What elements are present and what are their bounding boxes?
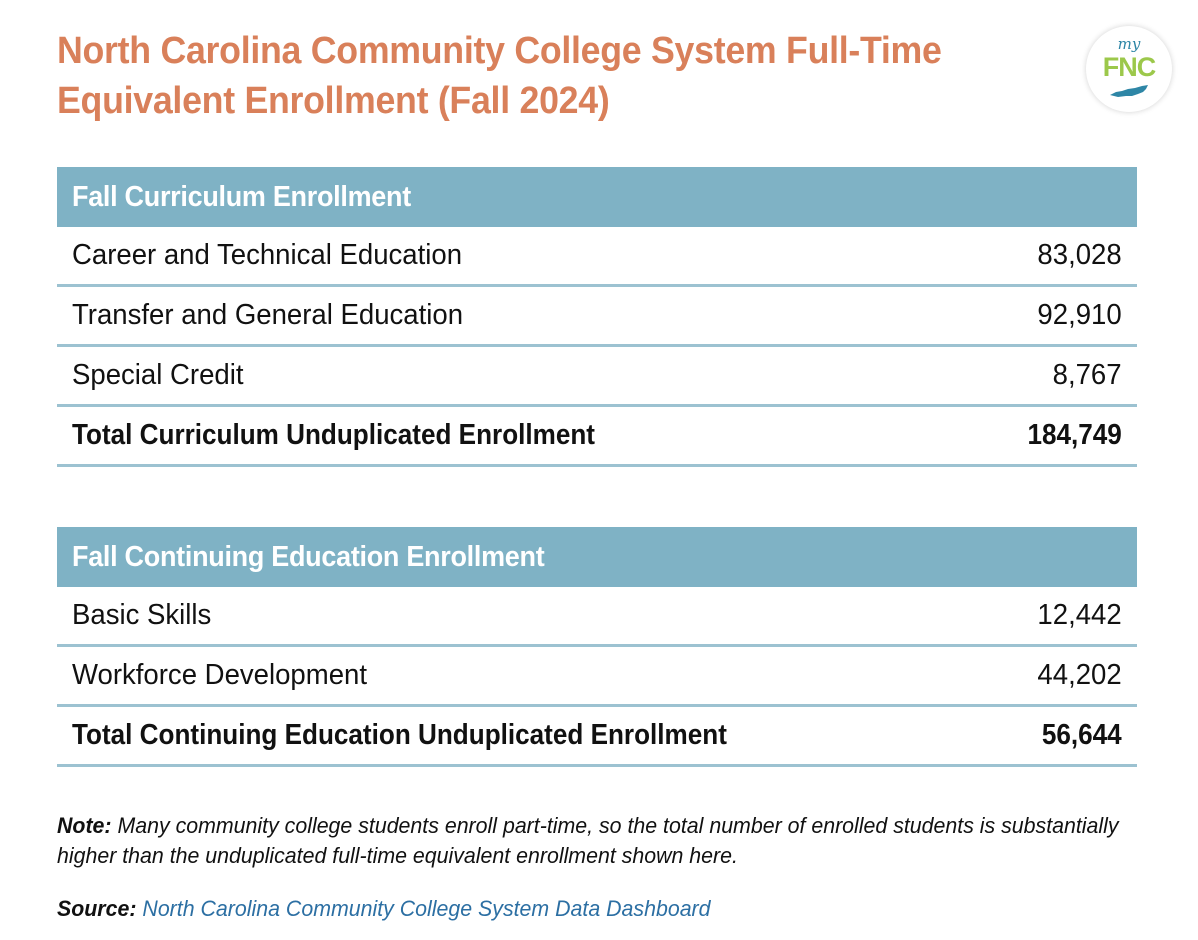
total-value: 56,644 — [1042, 719, 1122, 751]
total-label: Total Curriculum Unduplicated Enrollment — [72, 419, 595, 451]
row-label: Basic Skills — [72, 599, 212, 631]
row-label: Career and Technical Education — [72, 239, 463, 271]
footnote: Note: Many community college students en… — [57, 811, 1124, 871]
logo-fnc-text: FNC — [1102, 52, 1157, 82]
source-label: Source: — [57, 896, 137, 921]
total-value: 184,749 — [1027, 419, 1122, 451]
row-value: 83,028 — [1037, 239, 1122, 271]
total-row: Total Curriculum Unduplicated Enrollment… — [57, 407, 1137, 467]
curriculum-enrollment-table: Fall Curriculum Enrollment Career and Te… — [57, 167, 1137, 467]
table-row: Career and Technical Education 83,028 — [57, 227, 1137, 287]
row-value: 44,202 — [1037, 659, 1122, 691]
row-value: 8,767 — [1053, 359, 1122, 391]
continuing-education-table: Fall Continuing Education Enrollment Bas… — [57, 527, 1137, 767]
row-label: Workforce Development — [72, 659, 368, 691]
row-label: Special Credit — [72, 359, 244, 391]
note-label: Note: — [57, 813, 112, 838]
source-link[interactable]: North Carolina Community College System … — [142, 896, 711, 921]
total-label: Total Continuing Education Unduplicated … — [72, 719, 727, 751]
source-line: Source: North Carolina Community College… — [57, 894, 711, 924]
total-row: Total Continuing Education Unduplicated … — [57, 707, 1137, 767]
row-value: 12,442 — [1037, 599, 1122, 631]
logo-my-text: my — [1117, 35, 1141, 53]
note-text: Many community college students enroll p… — [57, 813, 1119, 868]
row-label: Transfer and General Education — [72, 299, 464, 331]
table-row: Special Credit 8,767 — [57, 347, 1137, 407]
myfnc-logo: my FNC — [1086, 26, 1172, 112]
row-value: 92,910 — [1037, 299, 1122, 331]
continuing-table-header: Fall Continuing Education Enrollment — [57, 527, 1137, 587]
table-row: Basic Skills 12,442 — [57, 587, 1137, 647]
nc-state-icon — [1110, 85, 1148, 97]
table-row: Transfer and General Education 92,910 — [57, 287, 1137, 347]
page-title: North Carolina Community College System … — [57, 30, 942, 122]
table-row: Workforce Development 44,202 — [57, 647, 1137, 707]
curriculum-table-header: Fall Curriculum Enrollment — [57, 167, 1137, 227]
